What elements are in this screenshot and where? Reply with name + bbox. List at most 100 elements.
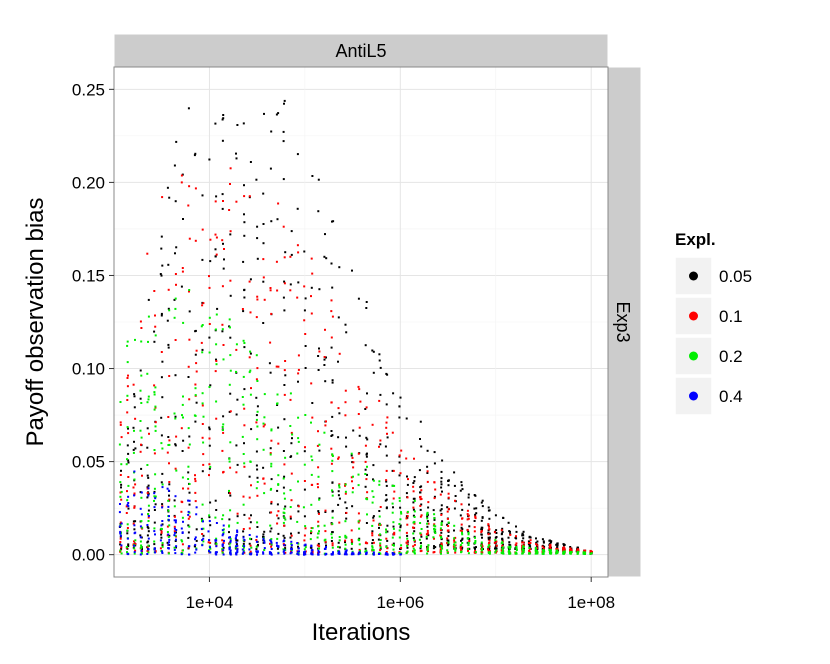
data-point xyxy=(439,527,442,530)
data-point xyxy=(243,546,245,549)
data-point xyxy=(120,483,123,486)
data-point xyxy=(282,225,285,228)
data-point xyxy=(221,285,224,288)
data-point xyxy=(318,288,321,291)
data-point xyxy=(148,432,150,435)
data-point xyxy=(120,469,122,472)
data-point xyxy=(126,340,129,343)
data-point xyxy=(134,539,137,542)
data-point xyxy=(330,533,333,536)
data-point xyxy=(242,530,245,533)
data-point xyxy=(201,404,204,407)
data-point xyxy=(127,452,130,455)
data-point xyxy=(194,551,197,554)
data-point xyxy=(284,251,287,254)
data-point xyxy=(209,547,212,550)
data-point xyxy=(242,375,245,378)
data-point xyxy=(433,524,436,527)
data-point xyxy=(235,539,238,542)
data-point xyxy=(236,549,239,552)
data-point xyxy=(317,475,320,478)
data-point xyxy=(284,360,287,362)
data-point xyxy=(501,544,504,547)
data-point xyxy=(125,512,128,514)
data-point xyxy=(146,252,149,255)
data-point xyxy=(473,542,476,544)
data-point xyxy=(182,395,184,398)
data-point xyxy=(161,196,164,199)
data-point xyxy=(372,519,375,522)
data-point xyxy=(173,546,176,549)
data-point xyxy=(241,435,244,438)
data-point xyxy=(241,552,244,555)
data-point xyxy=(317,178,320,181)
data-point xyxy=(208,158,211,161)
data-point xyxy=(166,451,169,454)
data-point xyxy=(229,369,232,372)
data-point xyxy=(188,503,191,506)
data-point xyxy=(188,185,191,188)
data-point xyxy=(357,512,360,515)
data-point xyxy=(268,362,271,365)
data-point xyxy=(350,547,353,550)
data-point xyxy=(270,428,273,431)
data-point xyxy=(501,547,504,550)
data-point xyxy=(398,499,401,502)
data-point xyxy=(412,482,415,484)
data-point xyxy=(174,534,177,537)
data-point xyxy=(270,527,273,530)
data-point xyxy=(284,374,287,377)
data-point xyxy=(297,416,300,419)
x-tick-label: 1e+08 xyxy=(567,593,615,612)
data-point xyxy=(386,432,388,435)
data-point xyxy=(453,540,456,543)
legend-key-marker xyxy=(689,271,698,281)
data-point xyxy=(256,367,259,370)
data-point xyxy=(433,481,436,484)
data-point xyxy=(255,354,258,357)
data-point xyxy=(419,508,422,511)
data-point xyxy=(447,479,450,482)
data-point xyxy=(236,512,239,515)
data-point xyxy=(283,256,286,259)
data-point xyxy=(459,544,462,547)
data-point xyxy=(330,336,333,339)
data-point xyxy=(154,405,157,408)
data-point xyxy=(296,452,299,455)
data-point xyxy=(283,544,286,547)
data-point xyxy=(221,239,224,242)
data-point xyxy=(173,499,176,502)
data-point xyxy=(202,415,205,418)
data-point xyxy=(522,537,525,540)
data-point xyxy=(345,549,348,552)
data-point xyxy=(147,487,150,490)
data-point xyxy=(297,368,300,371)
data-point xyxy=(556,549,559,552)
data-point xyxy=(214,255,217,258)
data-point xyxy=(222,514,225,517)
data-point xyxy=(146,496,149,499)
data-point xyxy=(193,545,196,548)
data-point xyxy=(318,498,321,501)
data-point xyxy=(393,490,396,493)
data-point xyxy=(235,545,237,548)
data-point xyxy=(366,452,368,455)
data-point xyxy=(542,549,545,552)
data-point xyxy=(126,399,129,401)
data-point xyxy=(283,552,286,555)
data-point xyxy=(311,175,314,177)
data-point xyxy=(133,494,136,497)
data-point xyxy=(195,548,198,551)
data-point xyxy=(263,416,266,419)
data-point xyxy=(160,314,163,317)
data-point xyxy=(398,529,401,532)
data-point xyxy=(474,536,476,539)
data-point xyxy=(317,520,320,523)
data-point xyxy=(255,418,258,421)
data-point xyxy=(350,452,353,455)
data-point xyxy=(289,506,292,508)
data-point xyxy=(167,343,170,346)
data-point xyxy=(235,537,237,540)
data-point xyxy=(269,167,272,170)
data-point xyxy=(412,545,415,548)
